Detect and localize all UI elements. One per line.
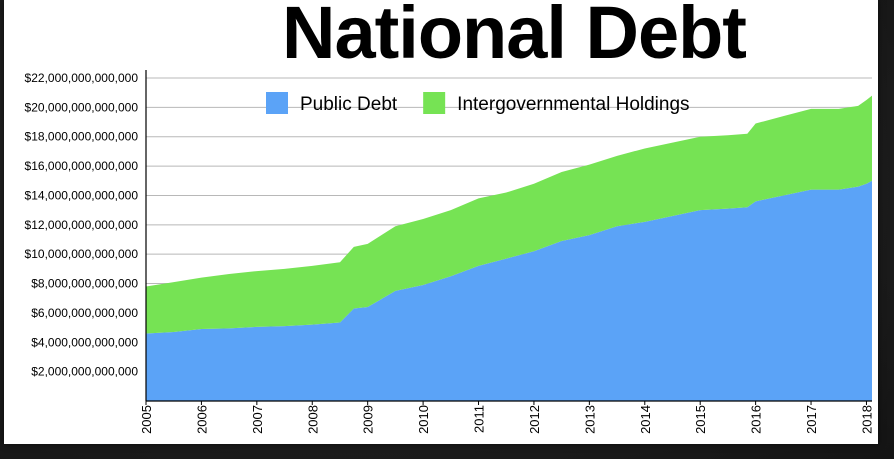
x-tick-label: 2008 (305, 405, 320, 434)
x-tick-label: 2017 (804, 405, 819, 434)
y-tick-label: $18,000,000,000,000 (25, 130, 139, 144)
series-area-1 (146, 95, 872, 334)
y-tick-label: $8,000,000,000,000 (31, 277, 138, 291)
y-tick-label: $6,000,000,000,000 (31, 306, 138, 320)
x-tick-label: 2018 (859, 405, 874, 434)
x-tick-label: 2013 (582, 405, 597, 434)
x-tick-label: 2006 (194, 405, 209, 434)
y-tick-label: $22,000,000,000,000 (25, 71, 139, 85)
x-tick-label: 2005 (139, 405, 154, 434)
legend-swatch-1 (423, 92, 446, 114)
x-tick-label: 2016 (749, 405, 764, 434)
y-tick-label: $10,000,000,000,000 (25, 247, 139, 261)
series-area-0 (146, 180, 872, 401)
slide: National Debt $2,000,000,000,000 $4,000,0… (4, 0, 878, 444)
legend-label-1: Intergovernmental Holdings (457, 94, 689, 115)
x-tick-label: 2015 (693, 405, 708, 434)
x-tick-label: 2010 (416, 405, 431, 434)
legend-swatch-0 (266, 92, 288, 114)
x-tick-label: 2014 (638, 405, 653, 434)
y-tick-label: $4,000,000,000,000 (31, 335, 138, 349)
stacked-area-chart: $2,000,000,000,000 $4,000,000,000,000 $6,0… (25, 70, 874, 434)
y-tick-label: $20,000,000,000,000 (25, 100, 139, 114)
y-tick-label: $2,000,000,000,000 (31, 365, 138, 379)
y-tick-label: $16,000,000,000,000 (25, 159, 139, 173)
x-tick-label: 2012 (527, 405, 542, 434)
chart-title: National Debt (282, 0, 747, 74)
y-tick-label: $14,000,000,000,000 (25, 188, 139, 202)
x-tick-label: 2009 (361, 405, 376, 434)
legend-label-0: Public Debt (300, 94, 398, 115)
x-tick-label: 2011 (472, 405, 487, 433)
y-tick-label: $12,000,000,000,000 (25, 218, 139, 232)
x-tick-label: 2007 (250, 405, 265, 434)
